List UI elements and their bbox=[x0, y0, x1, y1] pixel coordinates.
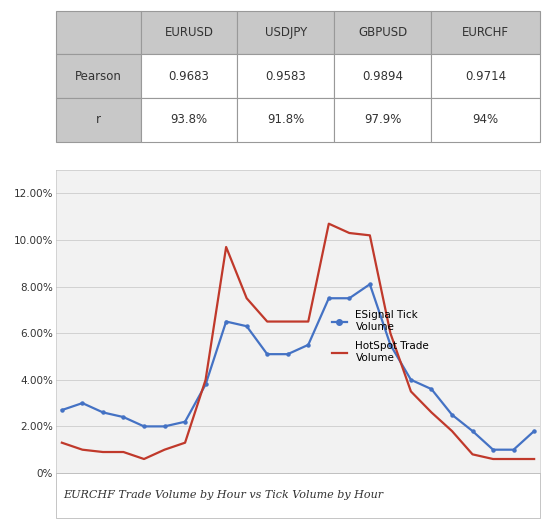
Text: EURCHF: EURCHF bbox=[462, 26, 509, 39]
ESignal Tick
Volume bbox=[346, 295, 353, 302]
HotSpot Trade
Volume bbox=[346, 230, 353, 236]
Text: EURCHF Trade Volume by Hour vs Tick Volume by Hour: EURCHF Trade Volume by Hour vs Tick Volu… bbox=[63, 490, 383, 500]
ESignal Tick
Volume bbox=[408, 377, 414, 383]
HotSpot Trade
Volume bbox=[100, 449, 106, 455]
Bar bbox=[237, 54, 334, 98]
ESignal Tick
Volume bbox=[264, 351, 271, 357]
Line: HotSpot Trade
Volume: HotSpot Trade Volume bbox=[62, 224, 534, 459]
Bar bbox=[140, 98, 237, 142]
Text: 0.9894: 0.9894 bbox=[362, 70, 403, 83]
Bar bbox=[56, 54, 140, 98]
ESignal Tick
Volume bbox=[305, 342, 311, 348]
Text: GBPUSD: GBPUSD bbox=[358, 26, 407, 39]
ESignal Tick
Volume bbox=[79, 400, 86, 406]
HotSpot Trade
Volume bbox=[510, 456, 517, 462]
ESignal Tick
Volume bbox=[202, 381, 209, 388]
HotSpot Trade
Volume bbox=[141, 456, 148, 462]
ESignal Tick
Volume bbox=[510, 446, 517, 453]
Bar bbox=[431, 11, 540, 54]
HotSpot Trade
Volume bbox=[264, 318, 271, 325]
Text: Pearson: Pearson bbox=[75, 70, 121, 83]
ESignal Tick
Volume bbox=[367, 281, 373, 287]
Text: 0.9683: 0.9683 bbox=[169, 70, 209, 83]
Text: 91.8%: 91.8% bbox=[267, 113, 305, 126]
Bar bbox=[237, 11, 334, 54]
Bar bbox=[140, 54, 237, 98]
Text: USDJPY: USDJPY bbox=[265, 26, 307, 39]
Text: 94%: 94% bbox=[473, 113, 499, 126]
Legend: ESignal Tick
Volume, HotSpot Trade
Volume: ESignal Tick Volume, HotSpot Trade Volum… bbox=[328, 306, 433, 367]
HotSpot Trade
Volume bbox=[448, 428, 455, 434]
ESignal Tick
Volume bbox=[182, 418, 188, 425]
Text: 97.9%: 97.9% bbox=[364, 113, 402, 126]
HotSpot Trade
Volume bbox=[243, 295, 250, 302]
Bar bbox=[140, 11, 237, 54]
HotSpot Trade
Volume bbox=[79, 446, 86, 453]
Line: ESignal Tick
Volume: ESignal Tick Volume bbox=[60, 282, 536, 451]
HotSpot Trade
Volume bbox=[325, 221, 332, 227]
ESignal Tick
Volume bbox=[490, 446, 496, 453]
HotSpot Trade
Volume bbox=[387, 330, 394, 336]
Bar bbox=[56, 11, 140, 54]
Text: 0.9583: 0.9583 bbox=[266, 70, 306, 83]
ESignal Tick
Volume bbox=[469, 428, 476, 434]
ESignal Tick
Volume bbox=[120, 414, 127, 420]
HotSpot Trade
Volume bbox=[58, 440, 65, 446]
HotSpot Trade
Volume bbox=[367, 232, 373, 239]
HotSpot Trade
Volume bbox=[182, 440, 188, 446]
HotSpot Trade
Volume bbox=[223, 244, 229, 250]
HotSpot Trade
Volume bbox=[531, 456, 538, 462]
ESignal Tick
Volume bbox=[428, 386, 435, 393]
HotSpot Trade
Volume bbox=[490, 456, 496, 462]
ESignal Tick
Volume bbox=[285, 351, 291, 357]
HotSpot Trade
Volume bbox=[428, 409, 435, 416]
HotSpot Trade
Volume bbox=[161, 446, 168, 453]
Bar bbox=[334, 98, 431, 142]
HotSpot Trade
Volume bbox=[305, 318, 311, 325]
ESignal Tick
Volume bbox=[223, 318, 229, 325]
Text: 0.9714: 0.9714 bbox=[465, 70, 506, 83]
ESignal Tick
Volume bbox=[161, 423, 168, 430]
ESignal Tick
Volume bbox=[387, 342, 394, 348]
ESignal Tick
Volume bbox=[243, 323, 250, 330]
Bar bbox=[431, 98, 540, 142]
ESignal Tick
Volume bbox=[100, 409, 106, 416]
Bar bbox=[334, 11, 431, 54]
ESignal Tick
Volume bbox=[531, 428, 538, 434]
Text: r: r bbox=[96, 113, 101, 126]
Text: 93.8%: 93.8% bbox=[170, 113, 208, 126]
Bar bbox=[334, 54, 431, 98]
ESignal Tick
Volume bbox=[325, 295, 332, 302]
Bar bbox=[56, 98, 140, 142]
HotSpot Trade
Volume bbox=[408, 388, 414, 395]
HotSpot Trade
Volume bbox=[120, 449, 127, 455]
Text: EURUSD: EURUSD bbox=[164, 26, 213, 39]
HotSpot Trade
Volume bbox=[469, 451, 476, 458]
Bar bbox=[431, 54, 540, 98]
Bar bbox=[237, 98, 334, 142]
ESignal Tick
Volume bbox=[448, 412, 455, 418]
HotSpot Trade
Volume bbox=[285, 318, 291, 325]
HotSpot Trade
Volume bbox=[202, 377, 209, 383]
ESignal Tick
Volume bbox=[141, 423, 148, 430]
ESignal Tick
Volume bbox=[58, 407, 65, 413]
